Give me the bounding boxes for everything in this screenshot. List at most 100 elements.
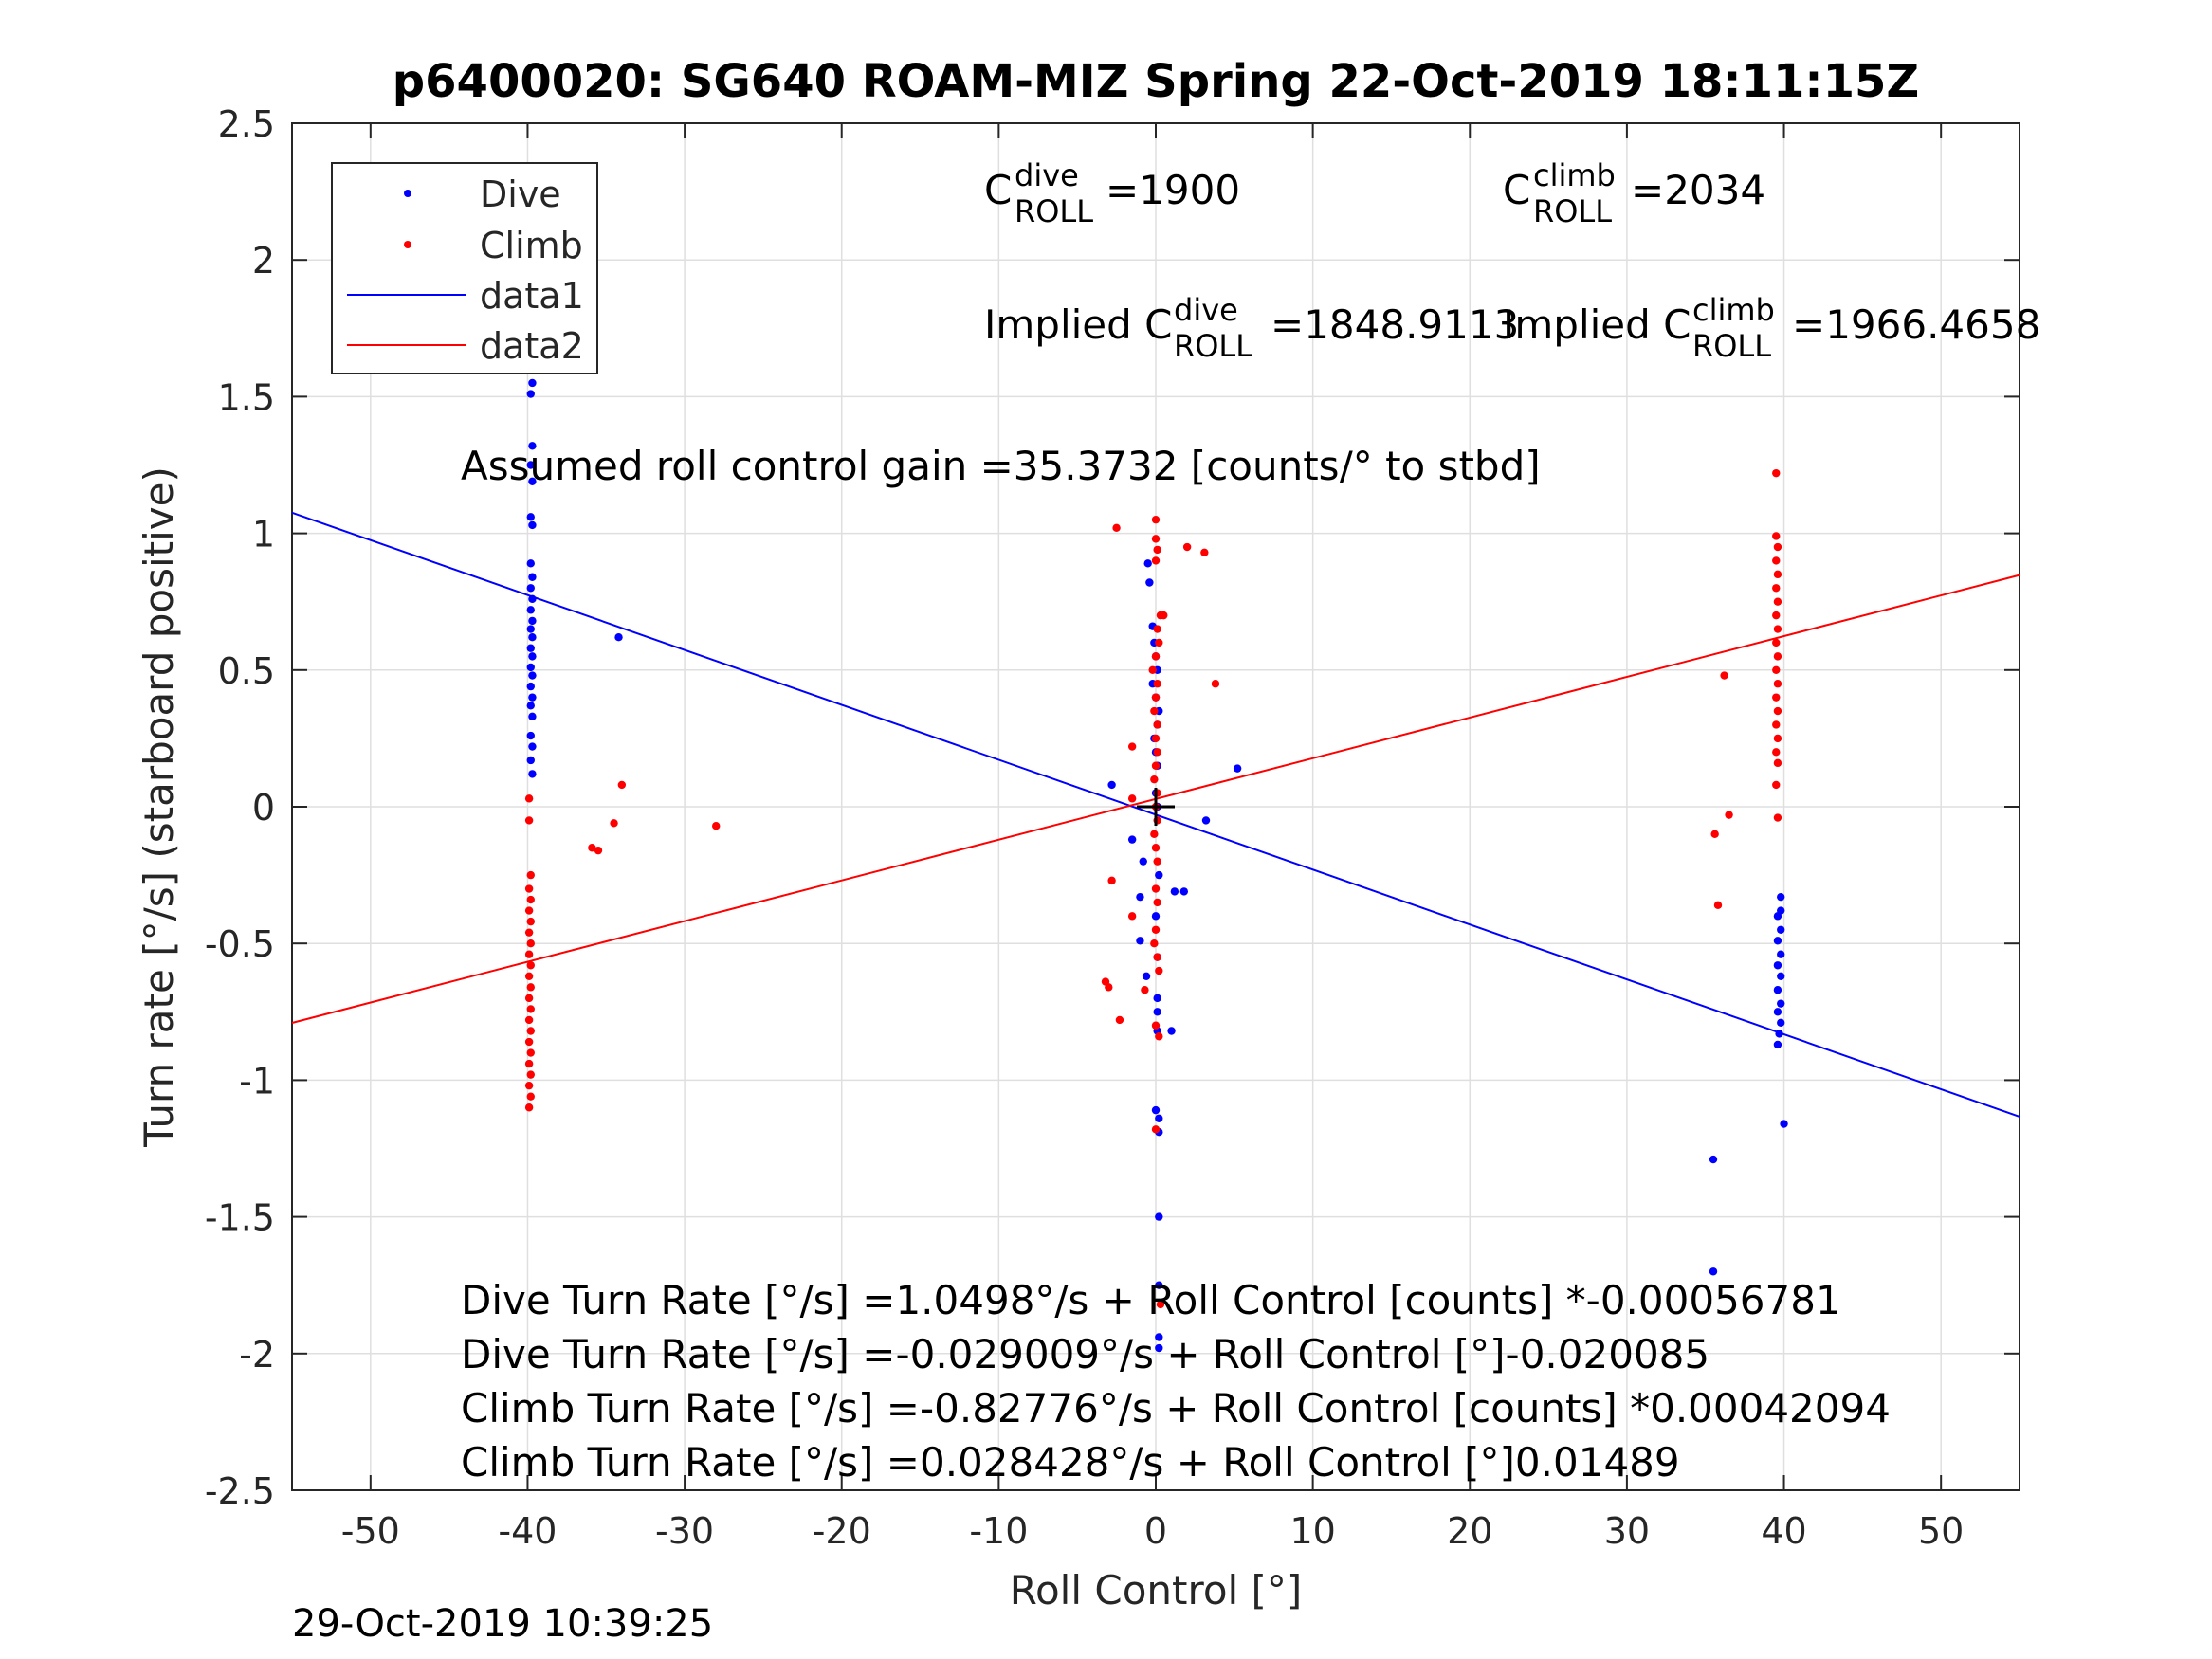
dive-point — [1201, 816, 1211, 825]
climb-point — [1151, 734, 1161, 743]
climb-point — [1148, 665, 1157, 674]
dive-point — [1153, 994, 1161, 1003]
dive-point — [1155, 1281, 1163, 1289]
dive-point — [528, 632, 537, 642]
chart-title: p6400020: SG640 ROAM-MIZ Spring 22-Oct-2… — [393, 55, 1919, 108]
dive-point — [526, 644, 535, 652]
dive-point — [526, 756, 535, 765]
y-tick-label: 1.5 — [218, 376, 275, 418]
dive-point — [1773, 937, 1782, 945]
climb-point — [1772, 665, 1781, 674]
climb-point — [1151, 884, 1161, 893]
dive-point — [1170, 887, 1179, 896]
x-axis-label: Roll Control [°] — [1010, 1567, 1303, 1613]
climb-point — [1150, 706, 1159, 716]
climb-point — [526, 917, 535, 926]
climb-point — [526, 870, 535, 880]
climb-point — [1107, 876, 1116, 885]
implied-climb-prefix: Implied C — [1503, 301, 1691, 348]
legend-climb-marker — [404, 241, 411, 248]
climb-point — [1127, 912, 1137, 921]
climb-point — [1151, 652, 1161, 661]
dive-point — [528, 742, 537, 751]
y-tick-label: -2.5 — [205, 1470, 275, 1512]
x-tick-label: 30 — [1604, 1510, 1650, 1552]
climb-point — [526, 1092, 535, 1101]
climb-point — [1153, 748, 1161, 757]
dive-point — [528, 573, 537, 581]
x-tick-label: -20 — [813, 1510, 871, 1552]
climb-point — [526, 961, 535, 970]
x-tick-label: 0 — [1144, 1510, 1167, 1552]
climb-point — [1772, 584, 1781, 592]
climb-point — [526, 939, 535, 948]
dive-point — [1179, 887, 1189, 896]
legend-dive-marker — [404, 190, 411, 197]
gain-annotation: Assumed roll control gain =35.3732 [coun… — [461, 443, 1541, 489]
dive-point — [526, 663, 535, 672]
climb-point — [1772, 468, 1781, 478]
dive-point — [1136, 937, 1144, 945]
dive-point — [528, 652, 537, 661]
climb-point — [1151, 556, 1161, 565]
dive-point — [528, 770, 537, 778]
climb-point — [1773, 813, 1782, 822]
x-tick-label: 20 — [1447, 1510, 1492, 1552]
dive-point — [1142, 972, 1151, 981]
x-tick-label: -40 — [498, 1510, 557, 1552]
climb-point — [1156, 1300, 1165, 1309]
climb-point — [524, 794, 534, 803]
dive-point — [526, 625, 535, 633]
c-dive-sub: ROLL — [1015, 193, 1093, 229]
climb-point — [1773, 542, 1782, 552]
dive-point — [528, 477, 537, 486]
climb-point — [1151, 535, 1161, 543]
dive-point — [1155, 1114, 1163, 1122]
climb-point — [594, 846, 603, 855]
climb-point — [1720, 671, 1728, 680]
x-tick-label: 40 — [1761, 1510, 1806, 1552]
c-climb-sup: climb — [1533, 157, 1616, 193]
dive-point — [1127, 835, 1137, 844]
climb-point — [1151, 925, 1161, 934]
climb-point — [1153, 898, 1161, 907]
implied-dive-annotation: Implied C dive ROLL =1848.9113 — [984, 292, 1519, 364]
climb-point — [524, 994, 534, 1003]
climb-point — [1773, 758, 1782, 768]
dive-point — [1773, 1040, 1782, 1049]
climb-point — [526, 1005, 535, 1013]
climb-point — [1772, 720, 1781, 729]
dive-point — [1773, 1008, 1782, 1016]
climb-point — [524, 906, 534, 915]
dive-point — [1153, 1008, 1161, 1016]
climb-point — [1772, 780, 1781, 790]
c-climb-value: =2034 — [1631, 167, 1765, 213]
dive-point — [526, 559, 535, 568]
fit-equation-dive-counts: Dive Turn Rate [°/s] =1.0498°/s + Roll C… — [461, 1277, 1841, 1323]
implied-climb-sup: climb — [1692, 292, 1775, 328]
climb-point — [526, 895, 535, 904]
climb-point — [1772, 748, 1781, 757]
legend-box — [331, 162, 598, 374]
climb-point — [1151, 844, 1161, 852]
dive-point — [1775, 1030, 1783, 1038]
climb-point — [1127, 742, 1137, 751]
fit-equation-climb-degrees: Climb Turn Rate [°/s] =0.028428°/s + Rol… — [461, 1439, 1680, 1486]
climb-point — [526, 1070, 535, 1079]
y-tick-label: 2 — [252, 240, 275, 282]
y-tick-label: -1.5 — [205, 1197, 275, 1239]
climb-point — [1772, 532, 1781, 540]
climb-point — [1772, 611, 1781, 620]
dive-point — [528, 378, 537, 388]
climb-point — [524, 1015, 534, 1025]
climb-point — [526, 1048, 535, 1057]
dive-point — [526, 461, 535, 469]
dive-point — [1145, 578, 1154, 587]
c-climb-base: C — [1503, 167, 1530, 213]
dive-point — [1777, 892, 1785, 902]
climb-point — [526, 983, 535, 992]
dive-point — [1136, 892, 1144, 902]
climb-point — [1773, 597, 1782, 606]
c-climb-annotation: C climb ROLL =2034 — [1503, 157, 1765, 229]
